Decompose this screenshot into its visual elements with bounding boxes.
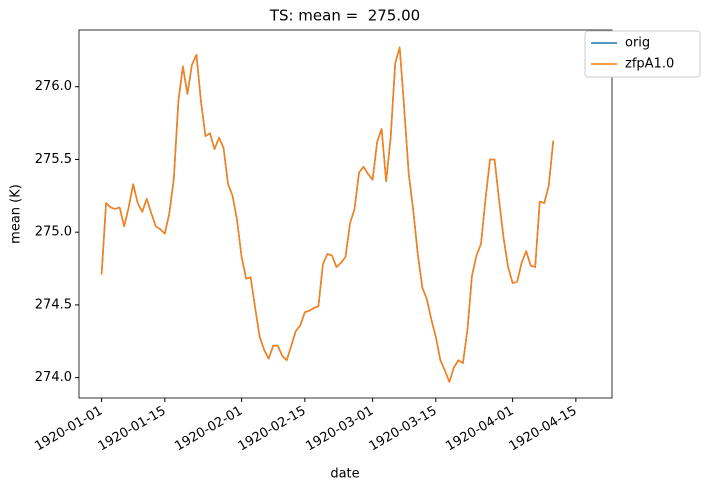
chart-title: TS: mean = 275.00: [269, 7, 420, 25]
x-tick-label: 1920-01-15: [96, 404, 169, 455]
legend-label: zfpA1.0: [625, 57, 674, 72]
x-tick-label: 1920-02-01: [172, 404, 245, 455]
y-tick-label: 274.5: [35, 297, 72, 312]
y-tick-label: 274.0: [35, 370, 72, 385]
x-tick-label: 1920-02-15: [236, 404, 309, 455]
y-tick-label: 275.0: [35, 225, 72, 240]
legend-label: orig: [625, 36, 650, 51]
x-tick-label: 1920-01-01: [32, 404, 105, 455]
x-tick-label: 1920-03-01: [303, 404, 376, 455]
x-tick-label: 1920-04-01: [443, 404, 516, 455]
x-tick-label: 1920-04-15: [507, 404, 580, 455]
series-line: [100, 46, 555, 383]
x-axis-label: date: [330, 467, 359, 482]
y-tick-label: 275.5: [35, 152, 72, 167]
plot-frame: [78, 29, 613, 399]
y-tick-label: 276.0: [35, 79, 72, 94]
x-tick-label: 1920-03-15: [367, 404, 440, 455]
y-axis-label: mean (K): [9, 184, 24, 244]
